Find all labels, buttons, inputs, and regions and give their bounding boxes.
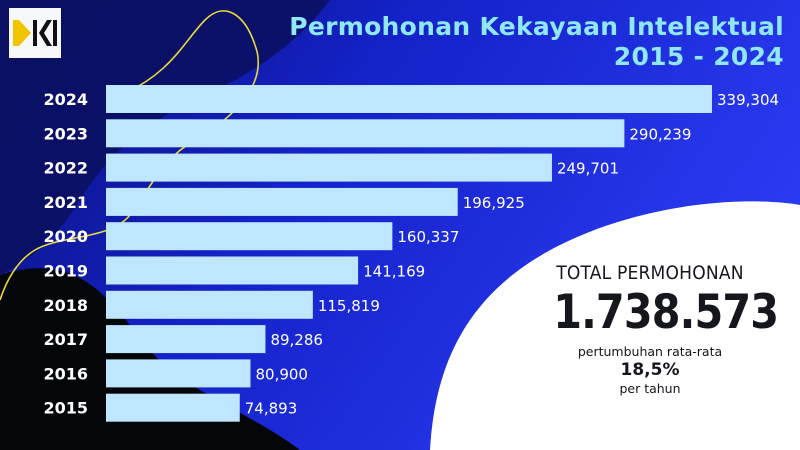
bar-2017	[106, 325, 266, 354]
category-label-2017: 2017	[43, 330, 88, 349]
bar-2020	[106, 222, 393, 251]
category-label-2020: 2020	[43, 227, 88, 246]
category-label-2023: 2023	[43, 124, 88, 143]
total-label: TOTAL PERMOHONAN	[556, 262, 744, 284]
category-label-2016: 2016	[43, 364, 88, 383]
title-line-1: Permohonan Kekayaan Intelektual	[289, 12, 784, 41]
total-value: 1.738.573	[553, 285, 779, 340]
category-label-2019: 2019	[43, 262, 88, 281]
bar-2023	[106, 119, 625, 148]
value-label-2020: 160,337	[397, 228, 459, 246]
value-label-2016: 80,900	[255, 365, 308, 383]
title-line-2: 2015 - 2024	[613, 42, 784, 71]
logo	[9, 8, 61, 58]
category-label-2015: 2015	[43, 399, 88, 418]
dki-logo-icon	[13, 20, 57, 46]
category-label-2021: 2021	[43, 193, 88, 212]
summary-panel: TOTAL PERMOHONAN 1.738.573 pertumbuhan r…	[540, 262, 779, 396]
value-label-2021: 196,925	[463, 194, 525, 212]
category-label-2018: 2018	[43, 296, 88, 315]
value-label-2023: 290,239	[629, 125, 691, 143]
category-label-2022: 2022	[43, 159, 88, 178]
value-label-2019: 141,169	[363, 263, 425, 281]
bar-2015	[106, 393, 240, 422]
bar-2018	[106, 290, 313, 319]
growth-label: pertumbuhan rata-rata	[577, 344, 723, 359]
growth-value: 18,5%	[620, 360, 680, 380]
bar-2021	[106, 187, 458, 216]
summary-backdrop	[430, 201, 800, 450]
page-title: Permohonan Kekayaan Intelektual 2015 - 2…	[289, 12, 784, 72]
bar-2022	[106, 153, 552, 182]
value-label-2022: 249,701	[557, 160, 619, 178]
value-label-2015: 74,893	[245, 400, 298, 418]
value-label-2024: 339,304	[717, 91, 779, 109]
value-label-2018: 115,819	[318, 297, 380, 315]
per-year-label: per tahun	[619, 381, 681, 396]
bar-2024	[106, 85, 712, 113]
value-label-2017: 89,286	[270, 331, 323, 349]
bar-2019	[106, 256, 359, 285]
category-label-2024: 2024	[43, 90, 88, 109]
bar-2016	[106, 359, 251, 388]
